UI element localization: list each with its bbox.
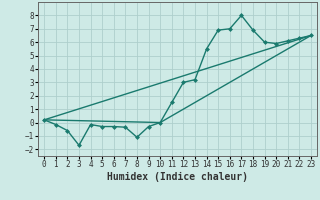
X-axis label: Humidex (Indice chaleur): Humidex (Indice chaleur) xyxy=(107,172,248,182)
